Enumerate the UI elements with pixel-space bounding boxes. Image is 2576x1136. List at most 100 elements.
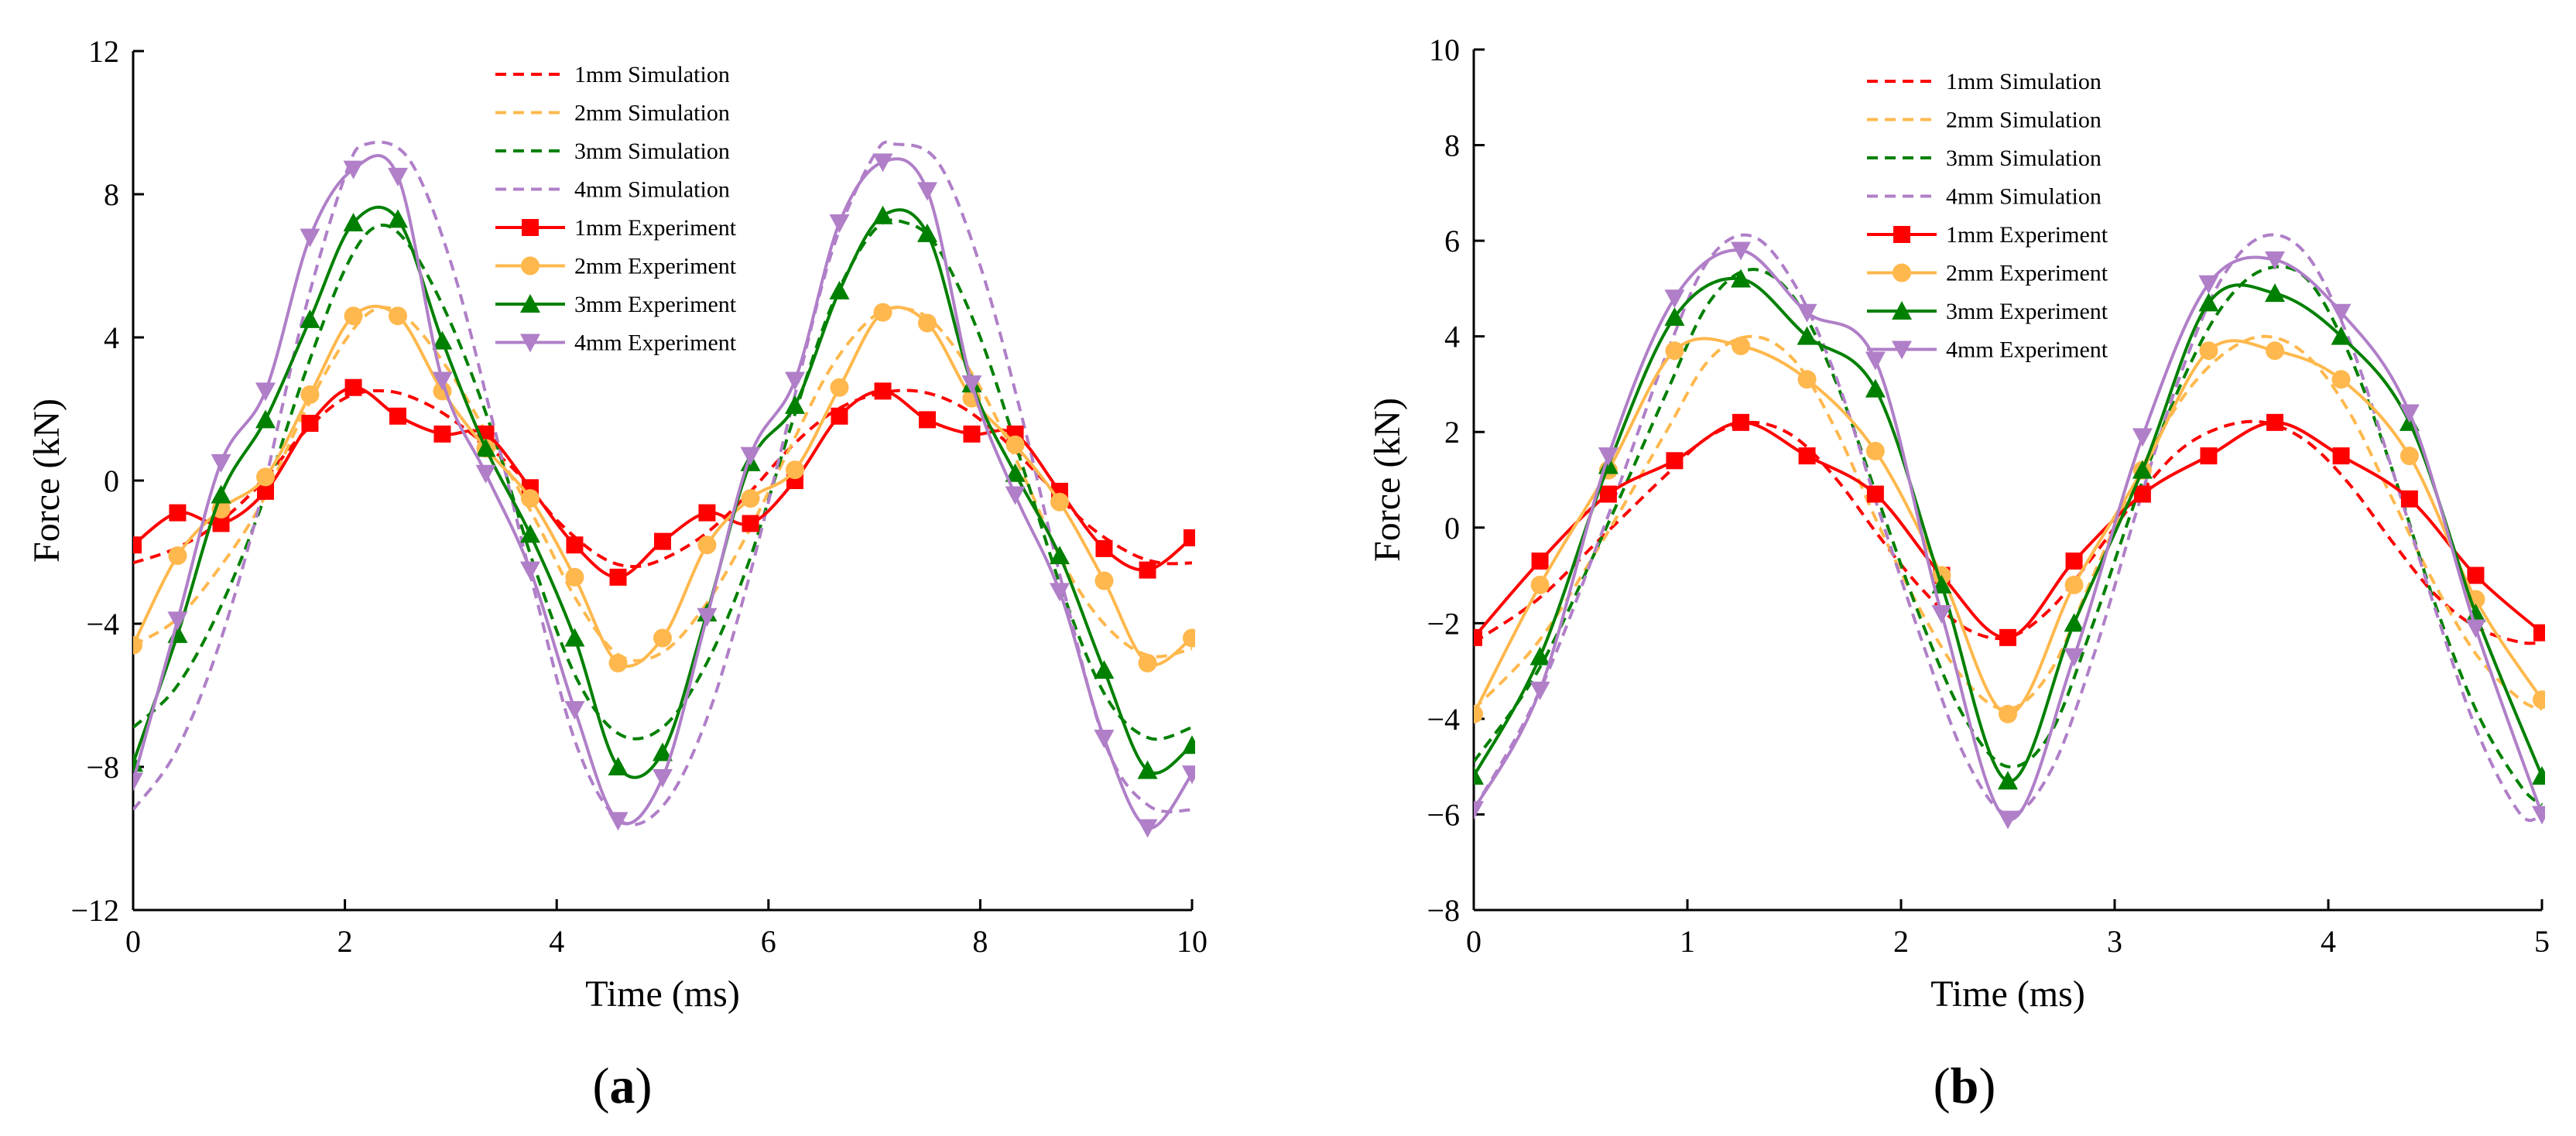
data-point-1mm-experiment	[2332, 447, 2350, 465]
data-point-2mm-experiment	[1530, 575, 1550, 594]
y-tick-label: −8	[1427, 893, 1460, 928]
data-point-4mm-experiment	[2465, 619, 2486, 638]
y-tick-label: 0	[104, 464, 119, 498]
legend-label-3mm-simulation: 3mm Simulation	[1946, 145, 2102, 171]
panel-label: (a)	[593, 1058, 653, 1114]
data-point-3mm-experiment	[1474, 766, 1484, 785]
data-point-3mm-experiment	[343, 213, 364, 231]
legend-label-2mm-experiment: 2mm Experiment	[1946, 261, 2108, 286]
data-point-3mm-experiment	[520, 524, 540, 543]
legend-label-2mm-experiment: 2mm Experiment	[574, 254, 737, 279]
data-point-2mm-experiment	[653, 628, 672, 648]
data-point-4mm-experiment	[1005, 486, 1026, 505]
data-point-1mm-experiment	[874, 382, 892, 400]
data-point-3mm-experiment	[300, 309, 320, 328]
plot-area	[133, 140, 1195, 838]
panel-a-chart: −12 −8 −4 0 4 8 12 0 2 4 6 8 10 Time (ms) Force (kN) 1m…	[26, 34, 1208, 1114]
legend-marker-3mm-experiment	[520, 294, 540, 313]
data-point-3mm-experiment	[2331, 326, 2352, 345]
data-point-2mm-experiment	[1094, 571, 1114, 590]
y-tick-label: −4	[1427, 702, 1460, 737]
data-point-3mm-experiment	[211, 484, 231, 504]
data-point-3mm-experiment	[1182, 735, 1195, 754]
x-tick-label: 0	[125, 924, 141, 959]
data-point-4mm-experiment	[520, 561, 540, 580]
data-point-1mm-experiment	[1866, 485, 1884, 503]
data-point-3mm-experiment	[475, 438, 496, 457]
y-tick-label: −12	[70, 893, 119, 928]
data-point-1mm-experiment	[2266, 413, 2283, 431]
x-tick-label: 8	[972, 924, 988, 959]
data-point-3mm-experiment	[653, 742, 673, 761]
x-tick-label: 6	[761, 924, 776, 959]
data-point-2mm-experiment	[1474, 704, 1483, 724]
data-point-1mm-experiment	[2400, 490, 2418, 508]
data-point-2mm-experiment	[2400, 447, 2419, 466]
data-point-3mm-experiment	[2265, 283, 2285, 303]
data-point-3mm-experiment	[917, 223, 937, 242]
legend-label-2mm-simulation: 2mm Simulation	[1946, 108, 2102, 133]
data-point-4mm-experiment	[961, 375, 982, 395]
data-point-2mm-experiment	[389, 306, 407, 326]
data-point-4mm-experiment	[1094, 730, 1115, 748]
data-point-1mm-experiment	[1474, 628, 1482, 646]
y-tick-label: −8	[86, 750, 119, 785]
data-point-3mm-experiment	[1998, 771, 2018, 790]
data-point-2mm-experiment	[2266, 341, 2284, 361]
legend-label-3mm-experiment: 3mm Experiment	[1946, 299, 2108, 324]
data-point-1mm-experiment	[1095, 539, 1113, 557]
legend-label-4mm-simulation: 4mm Simulation	[574, 177, 730, 203]
data-point-1mm-experiment	[609, 568, 627, 586]
data-point-1mm-experiment	[1599, 485, 1617, 503]
data-point-3mm-experiment	[785, 395, 805, 414]
data-point-1mm-experiment	[698, 504, 716, 522]
data-point-2mm-experiment	[918, 313, 937, 333]
legend-label-1mm-simulation: 1mm Simulation	[574, 62, 730, 87]
data-point-2mm-experiment	[168, 546, 187, 566]
data-point-3mm-experiment	[1664, 306, 1685, 326]
data-point-2mm-experiment	[1050, 492, 1069, 512]
legend-label-1mm-simulation: 1mm Simulation	[1946, 69, 2102, 94]
data-point-4mm-experiment	[1731, 241, 1751, 261]
series-line-4mm-experiment	[1474, 248, 2543, 821]
data-point-3mm-experiment	[829, 280, 850, 299]
legend: 1mm Simulation 2mm Simulation 3mm Simulati…	[1867, 69, 2108, 363]
x-tick-label: 5	[2534, 924, 2550, 959]
data-point-1mm-experiment	[2533, 624, 2545, 642]
legend: 1mm Simulation 2mm Simulation 3mm Simulati…	[495, 62, 737, 356]
legend-label-3mm-experiment: 3mm Experiment	[574, 292, 737, 317]
data-point-3mm-experiment	[2532, 766, 2545, 785]
data-point-4mm-experiment	[653, 768, 673, 788]
legend-marker-1mm-experiment	[1893, 226, 1910, 243]
data-point-2mm-experiment	[256, 467, 275, 487]
panel-label: (b)	[1934, 1058, 1996, 1114]
data-point-1mm-experiment	[919, 411, 936, 429]
y-tick-label: 12	[88, 34, 119, 69]
data-point-1mm-experiment	[212, 515, 230, 532]
x-tick-label: 2	[337, 924, 353, 959]
data-point-2mm-experiment	[1665, 341, 1684, 361]
data-point-4mm-experiment	[1931, 604, 1952, 624]
x-tick-label: 2	[1893, 924, 1909, 959]
data-point-2mm-experiment	[608, 653, 628, 672]
data-point-2mm-experiment	[2533, 690, 2545, 710]
data-point-1mm-experiment	[742, 515, 759, 532]
data-point-2mm-experiment	[1138, 653, 1157, 672]
data-point-3mm-experiment	[1050, 546, 1070, 565]
data-point-1mm-experiment	[389, 407, 406, 425]
legend-label-4mm-experiment: 4mm Experiment	[574, 330, 737, 356]
data-point-3mm-experiment	[1137, 760, 1158, 779]
data-point-4mm-experiment	[1530, 681, 1550, 700]
data-point-4mm-experiment	[2331, 303, 2352, 323]
y-tick-label: 8	[104, 177, 119, 212]
data-point-4mm-experiment	[211, 453, 231, 473]
data-point-1mm-experiment	[2200, 447, 2218, 465]
legend-marker-4mm-experiment	[520, 334, 540, 353]
data-point-3mm-experiment	[2064, 613, 2084, 632]
data-point-4mm-experiment	[1865, 351, 1886, 371]
data-point-3mm-experiment	[564, 628, 585, 647]
data-point-2mm-experiment	[1999, 704, 2017, 724]
x-axis-label: Time (ms)	[585, 973, 740, 1015]
data-point-2mm-experiment	[741, 489, 760, 508]
legend-label-4mm-simulation: 4mm Simulation	[1946, 184, 2102, 210]
